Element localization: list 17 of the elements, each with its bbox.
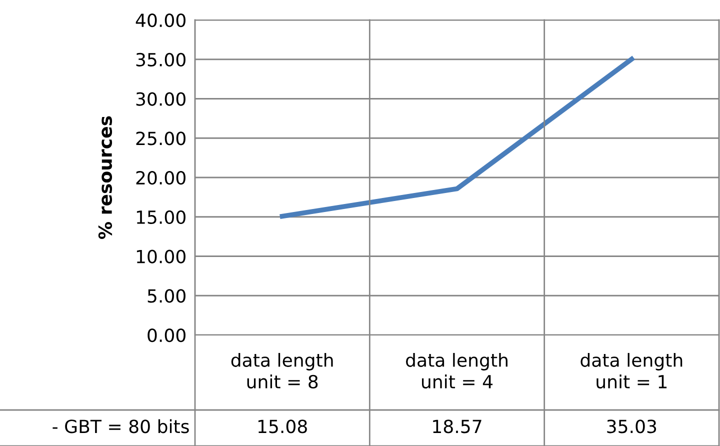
y-tick-label: 5.00	[148, 289, 186, 303]
data-label: 18.57	[433, 420, 482, 434]
y-tick-label: 30.00	[136, 92, 186, 106]
y-tick-label: 40.00	[136, 13, 186, 28]
y-tick-label: 15.00	[136, 210, 186, 224]
x-tick-label: data length unit = 1	[580, 352, 682, 389]
y-tick-label: 10.00	[136, 250, 186, 264]
data-label: 35.03	[607, 420, 656, 434]
data-label: 15.08	[258, 420, 307, 434]
y-tick-label: 25.00	[136, 132, 186, 146]
text: - GBT = 80 bits	[52, 419, 189, 434]
y-tick-label: 20.00	[136, 170, 186, 185]
y-axis-title: % resources	[98, 116, 112, 239]
y-tick-label: 0.00	[148, 328, 186, 342]
x-tick-label: data length unit = 4	[406, 352, 508, 389]
y-tick-label: 35.00	[136, 52, 186, 66]
x-tick-label: data length unit = 8	[231, 352, 333, 389]
